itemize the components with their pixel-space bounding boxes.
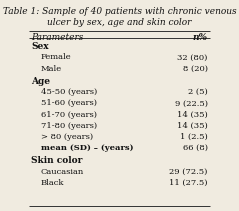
Text: Caucasian: Caucasian (41, 168, 84, 176)
Text: 61-70 (years): 61-70 (years) (41, 111, 97, 119)
Text: 14 (35): 14 (35) (177, 122, 208, 130)
Text: mean (SD) – (years): mean (SD) – (years) (41, 144, 133, 152)
Text: 71-80 (years): 71-80 (years) (41, 122, 97, 130)
Text: > 80 (years): > 80 (years) (41, 133, 93, 141)
Text: 11 (27.5): 11 (27.5) (169, 179, 208, 187)
Text: 51-60 (years): 51-60 (years) (41, 99, 97, 107)
Text: 1 (2.5): 1 (2.5) (180, 133, 208, 141)
Text: n%: n% (193, 33, 208, 42)
Text: Parameters: Parameters (31, 33, 84, 42)
Text: Table 1: Sample of 40 patients with chronic venous
ulcer by sex, age and skin co: Table 1: Sample of 40 patients with chro… (3, 7, 236, 27)
Text: 29 (72.5): 29 (72.5) (169, 168, 208, 176)
Text: 8 (20): 8 (20) (183, 65, 208, 73)
Text: Female: Female (41, 53, 71, 61)
Text: 14 (35): 14 (35) (177, 111, 208, 119)
Text: Black: Black (41, 179, 64, 187)
Text: Skin color: Skin color (31, 156, 83, 165)
Text: 2 (5): 2 (5) (188, 88, 208, 96)
Text: Sex: Sex (31, 42, 49, 51)
Text: 66 (8): 66 (8) (183, 144, 208, 152)
Text: 9 (22.5): 9 (22.5) (175, 99, 208, 107)
Text: Male: Male (41, 65, 62, 73)
Text: 45-50 (years): 45-50 (years) (41, 88, 97, 96)
Text: 32 (80): 32 (80) (177, 53, 208, 61)
Text: Age: Age (31, 77, 50, 86)
